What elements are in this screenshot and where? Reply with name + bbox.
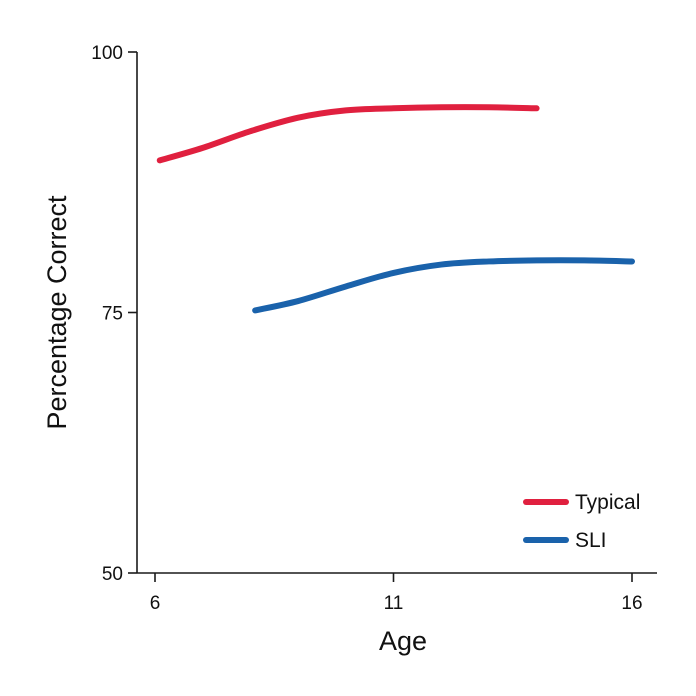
legend-item-typical: Typical	[523, 491, 640, 514]
x-ticks: 6 11 16	[150, 573, 643, 614]
series-line-sli	[252, 257, 635, 314]
y-axis-title: Percentage Correct	[42, 195, 72, 430]
y-tick-label: 50	[102, 564, 123, 585]
x-tick-label: 16	[621, 593, 642, 614]
x-tick-label: 11	[384, 593, 404, 614]
legend-item-sli: SLI	[523, 529, 607, 552]
series-lines	[156, 104, 635, 314]
x-tick-label: 6	[150, 593, 161, 614]
axes: 50 75 100 6 11 16	[91, 43, 657, 614]
legend-label: Typical	[575, 491, 640, 514]
y-tick-label: 75	[102, 304, 123, 325]
legend: Typical SLI	[523, 491, 640, 552]
legend-label: SLI	[575, 529, 607, 552]
x-axis-title: Age	[379, 626, 427, 656]
y-ticks: 50 75 100	[91, 43, 137, 585]
series-line-typical	[156, 104, 540, 164]
y-tick-label: 100	[91, 43, 123, 64]
